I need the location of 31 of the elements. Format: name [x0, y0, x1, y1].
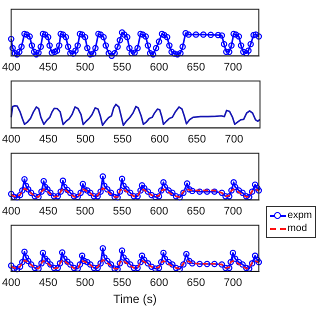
x-tick-label: 650 [186, 61, 206, 74]
legend-label: expm [288, 209, 312, 222]
x-tick-label: 700 [224, 205, 242, 218]
x-tick-label: 500 [76, 277, 94, 290]
x-tick-label: 600 [150, 205, 168, 218]
x-tick-label: 400 [2, 61, 20, 74]
x-tick-label: 450 [38, 205, 58, 218]
x-tick-label: 400 [2, 205, 20, 218]
x-tick-label: 450 [38, 277, 58, 290]
x-tick-label: 550 [112, 61, 132, 74]
x-tick-label: 600 [150, 133, 169, 146]
x-tick-label: 550 [112, 205, 132, 218]
x-tick-label: 600 [150, 61, 168, 74]
x-axis-title: Time (s) [113, 292, 157, 306]
x-tick-label: 700 [224, 133, 244, 146]
x-tick-label: 650 [186, 277, 206, 290]
x-tick-label: 600 [150, 277, 168, 290]
x-tick-label: 550 [113, 133, 132, 146]
x-tick-label: 400 [2, 133, 20, 146]
legend-label: mod [288, 222, 307, 235]
x-tick-label: 500 [76, 133, 95, 146]
x-tick-label: 500 [76, 205, 94, 218]
x-tick-label: 700 [224, 277, 242, 290]
x-tick-label: 550 [112, 277, 132, 290]
x-tick-label: 450 [38, 61, 58, 74]
x-tick-label: 450 [39, 133, 58, 146]
x-tick-label: 400 [2, 277, 20, 290]
x-tick-label: 700 [224, 61, 242, 74]
x-tick-label: 500 [76, 61, 94, 74]
x-tick-label: 650 [186, 205, 206, 218]
x-tick-label: 650 [188, 133, 206, 146]
